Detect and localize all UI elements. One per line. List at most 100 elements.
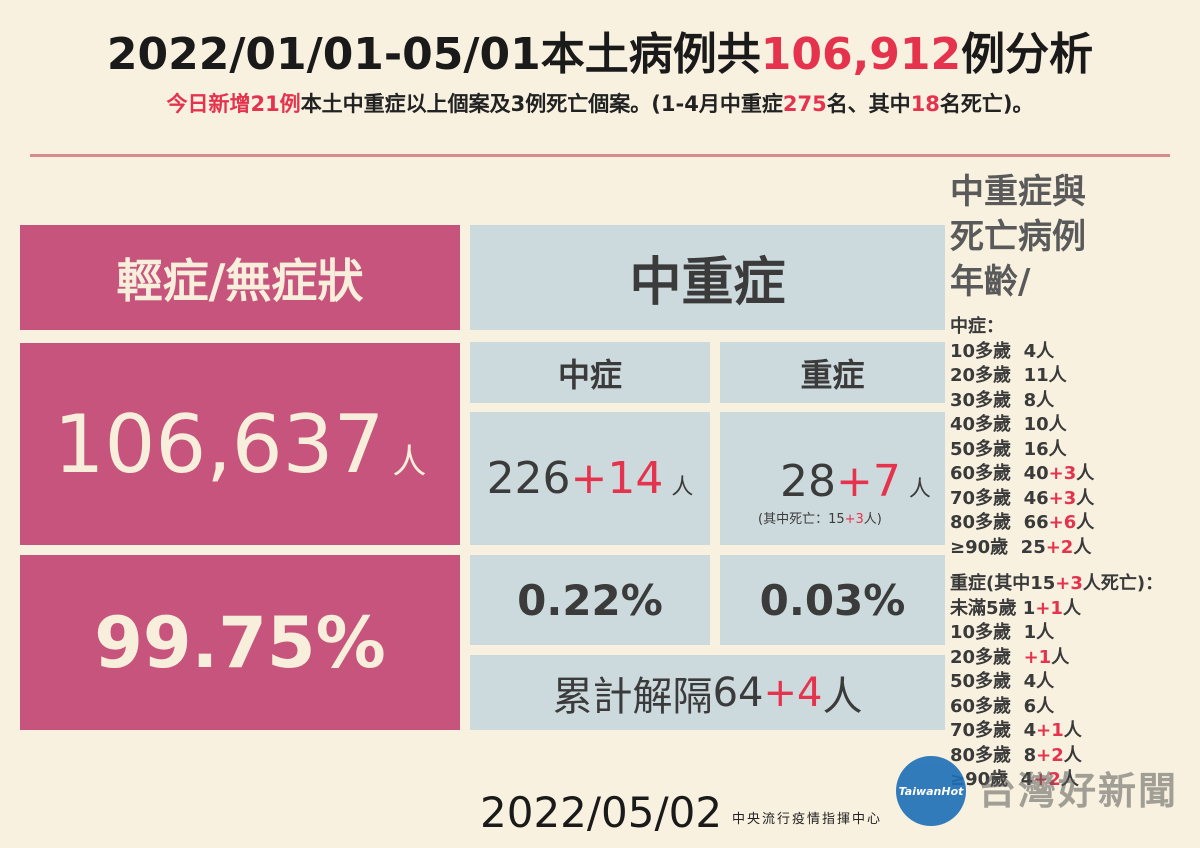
text-segment: 20多歲 11人	[950, 365, 1067, 386]
text-segment: +2	[1033, 769, 1061, 790]
watermark-logo: TaiwanHot	[896, 756, 966, 826]
text-segment: 80多歲 66	[950, 512, 1049, 533]
text-segment: 未滿5歲 1	[950, 597, 1036, 619]
text-segment: 人	[1062, 597, 1081, 619]
text-segment: 80多歲 8	[950, 744, 1037, 766]
text-segment: +3	[844, 512, 864, 527]
text-segment: 人	[1076, 487, 1095, 509]
text-segment: 今日新增21例	[166, 92, 301, 116]
severe-unit: 人	[908, 477, 931, 502]
text-segment: 50多歲 16人	[950, 438, 1067, 460]
released-label: 累計解隔	[552, 673, 713, 720]
text-segment: 70多歲 4	[950, 720, 1037, 741]
text-segment: (其中死亡：15	[758, 512, 845, 527]
text-segment: 70多歲 46	[950, 487, 1049, 509]
moderate-age-line: 30多歲 8人	[950, 386, 1054, 412]
moderate-unit: 人	[671, 475, 694, 500]
moderate-age-line: 70多歲 46+3人	[950, 484, 1094, 510]
text-segment: 名、其中	[826, 92, 911, 116]
text-segment: 中症：	[950, 316, 1004, 337]
text-segment: 人	[1060, 769, 1079, 790]
moderate-age-line: 60多歲 40+3人	[950, 459, 1094, 485]
text-segment: 例分析	[961, 29, 1094, 80]
moderate-percent: 0.22%	[470, 555, 710, 645]
text-segment: 人)	[863, 512, 882, 527]
text-segment: 人	[1076, 463, 1095, 484]
text-segment: 106,912	[760, 29, 962, 80]
text-segment: 人死亡)：	[1082, 573, 1164, 594]
mild-label: 輕症/無症狀	[20, 225, 460, 330]
text-segment: 60多歲 6人	[950, 695, 1055, 717]
moderate-heading: 中症：	[950, 312, 1004, 338]
mild-count: 106,637	[53, 397, 385, 491]
severe-count-box: 28+7 人 (其中死亡：15+3人)	[720, 412, 945, 545]
severe-age-line: 10多歲 1人	[950, 618, 1054, 644]
text-segment: 20多歲	[950, 646, 1024, 668]
subtitle: 今日新增21例本土中重症以上個案及3例死亡個案。(1-4月中重症275名、其中1…	[0, 88, 1200, 118]
divider	[30, 154, 1170, 157]
released-unit: 人	[822, 673, 863, 720]
moderate-label: 中症	[470, 342, 710, 403]
severe-count: 28	[780, 456, 836, 507]
text-segment: 18	[910, 92, 940, 116]
footer-date: 2022/05/02	[480, 788, 723, 837]
text-segment: +3	[1048, 487, 1077, 509]
ages-title-line: 中重症與	[950, 172, 1086, 212]
text-segment: 人	[1063, 720, 1082, 741]
text-segment: 2022/01/01-05/01本土病例共	[106, 29, 761, 80]
severe-deaths: (其中死亡：15+3人)	[758, 508, 882, 527]
severe-add: +7	[836, 456, 901, 507]
ages-title-line: 年齡/	[950, 262, 1031, 302]
moderate-add: +14	[570, 453, 664, 504]
footer-source: 中央流行疫情指揮中心	[732, 812, 883, 827]
moderate-age-line: 80多歲 66+6人	[950, 508, 1094, 534]
text-segment: 50多歲 4人	[950, 671, 1055, 692]
text-segment: 10多歲 1人	[950, 622, 1055, 643]
text-segment: +2	[1036, 744, 1064, 766]
text-segment: +2	[1045, 536, 1074, 558]
text-segment: 人	[1063, 744, 1082, 766]
text-segment: +6	[1048, 512, 1077, 533]
text-segment: 30多歲 8人	[950, 389, 1055, 411]
severe-label: 重症	[720, 342, 945, 403]
severe-age-line: 50多歲 4人	[950, 667, 1054, 693]
moderate-age-line: 50多歲 16人	[950, 435, 1067, 461]
moderate-age-line: 20多歲 11人	[950, 361, 1067, 387]
text-segment: ≥90歲 25	[950, 536, 1046, 558]
text-segment: +3	[1048, 463, 1077, 484]
text-segment: +3	[1055, 573, 1083, 594]
text-segment: +1	[1036, 720, 1064, 741]
text-segment: 人	[1051, 646, 1070, 668]
text-segment: 重症(其中15	[950, 573, 1056, 594]
severe-age-line: 60多歲 6人	[950, 692, 1054, 718]
text-segment: 名死亡)。	[939, 92, 1034, 116]
released-add: +4	[763, 669, 823, 716]
moderate-count: 226	[486, 453, 571, 504]
severe-age-line: 80多歲 8+2人	[950, 741, 1082, 767]
moderate-age-line: ≥90歲 25+2人	[950, 533, 1091, 559]
text-segment: 60多歲 40	[950, 463, 1049, 484]
mild-count-box: 106,637 人	[20, 343, 460, 545]
mild-unit: 人	[392, 442, 427, 482]
text-segment: 人	[1073, 536, 1092, 558]
text-segment: 275	[782, 92, 827, 116]
ages-title-line: 死亡病例	[950, 217, 1086, 257]
text-segment: 人	[1076, 512, 1095, 533]
moderate-count-box: 226 +14 人	[470, 412, 710, 545]
text-segment: +1	[1035, 597, 1063, 619]
title: 2022/01/01-05/01本土病例共106,912例分析	[0, 18, 1200, 82]
serious-label: 中重症	[470, 225, 945, 330]
text-segment: +1	[1023, 646, 1052, 668]
released-count: 64	[712, 669, 764, 716]
severe-age-line: 70多歲 4+1人	[950, 716, 1082, 742]
mild-percent: 99.75%	[20, 555, 460, 730]
released-box: 累計解隔 64 +4 人	[470, 655, 945, 730]
watermark-name: 台灣好新聞	[978, 769, 1179, 813]
text-segment: 40多歲 10人	[950, 414, 1067, 435]
severe-heading: 重症(其中15+3人死亡)：	[950, 569, 1163, 595]
moderate-age-line: 10多歲 4人	[950, 337, 1054, 363]
severe-percent: 0.03%	[720, 555, 945, 645]
moderate-age-line: 40多歲 10人	[950, 410, 1067, 436]
text-segment: 10多歲 4人	[950, 340, 1055, 362]
